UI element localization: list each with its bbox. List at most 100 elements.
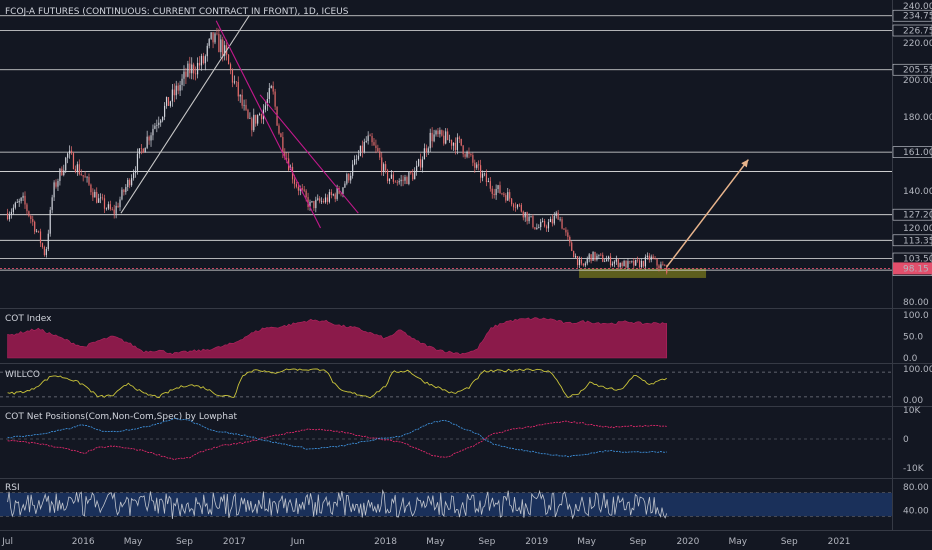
rising-trend-line[interactable]: [120, 14, 250, 214]
price-tick-label: 140.00: [903, 187, 932, 197]
candle: [297, 186, 299, 191]
willco-title: WILLCO: [5, 370, 40, 380]
candle: [344, 183, 346, 188]
candle: [235, 81, 237, 83]
candle: [462, 145, 464, 155]
candle: [140, 148, 142, 149]
willco-tick-label: 0.00: [903, 396, 923, 406]
candle: [483, 173, 486, 175]
price-pane[interactable]: [0, 14, 892, 278]
candle: [70, 150, 73, 154]
candle: [144, 147, 146, 153]
candle: [578, 259, 581, 266]
candle: [563, 228, 565, 230]
candle: [468, 151, 470, 155]
falling-trend-2-line[interactable]: [259, 94, 359, 214]
candle: [74, 169, 77, 172]
candle: [638, 260, 641, 268]
candle: [334, 194, 336, 199]
candle: [237, 81, 239, 97]
candle: [134, 170, 137, 174]
candle: [511, 198, 513, 205]
candle: [435, 130, 437, 135]
candle: [375, 145, 377, 149]
candle: [542, 220, 544, 222]
candle: [111, 209, 113, 210]
candle: [600, 254, 602, 256]
candle: [400, 179, 402, 182]
net-positions-tick-label: 0: [903, 435, 909, 445]
candle: [330, 192, 332, 196]
price-tick-label: 200.00: [903, 76, 932, 86]
candle: [67, 153, 69, 158]
candle: [394, 181, 396, 183]
candle: [427, 148, 429, 153]
net-positions-title: COT Net Positions(Com,Non-Com,Spec) by L…: [5, 412, 237, 422]
candle: [39, 231, 42, 244]
candle: [565, 229, 567, 233]
cot-net-positions-pane[interactable]: COT Net Positions(Com,Non-Com,Spec) by L…: [0, 412, 892, 461]
candle: [280, 133, 282, 138]
rsi-line: [7, 489, 668, 520]
candle: [196, 62, 199, 75]
candle: [28, 211, 30, 216]
candle: [509, 192, 511, 199]
candle: [512, 204, 515, 208]
candle: [204, 56, 206, 64]
candle: [456, 137, 458, 151]
candle: [530, 215, 532, 217]
candle: [582, 263, 584, 266]
level-label: 226.75: [903, 27, 932, 37]
candle: [538, 227, 540, 228]
candle: [557, 212, 559, 220]
candle: [516, 204, 519, 208]
rsi-pane[interactable]: RSI: [0, 483, 892, 520]
candle: [352, 164, 354, 176]
candle: [332, 194, 334, 196]
candle: [501, 193, 503, 194]
projection-arrow[interactable]: [666, 159, 749, 268]
candle: [105, 208, 108, 210]
falling-trend-1-line[interactable]: [215, 20, 322, 229]
candle: [503, 193, 505, 196]
candle: [92, 192, 94, 198]
time-axis[interactable]: Jul 2016 May Sep 2017 Jun 2018 May Sep 2019 May Sep…: [1, 537, 850, 547]
candle: [65, 157, 67, 171]
candle: [423, 148, 425, 160]
candle: [136, 153, 139, 171]
cot-index-pane[interactable]: COT Index: [5, 314, 668, 359]
candle: [328, 192, 330, 202]
candle: [491, 188, 493, 194]
candle: [47, 233, 49, 250]
candle: [340, 193, 342, 195]
candle: [241, 94, 243, 106]
candle: [16, 202, 18, 203]
willco-pane[interactable]: WILLCO: [0, 368, 892, 399]
candle: [363, 141, 365, 153]
candle: [640, 260, 643, 268]
candle: [165, 97, 168, 106]
price-axis[interactable]: 80.00100.00120.00140.00160.00180.00200.0…: [892, 2, 932, 516]
level-label-box: [892, 24, 932, 37]
candle: [573, 250, 575, 258]
candle: [36, 230, 38, 232]
candle: [90, 184, 92, 193]
candle: [220, 39, 222, 53]
candle: [117, 205, 119, 208]
candle: [324, 197, 327, 203]
candle: [24, 195, 26, 205]
candle: [206, 45, 208, 57]
net-position-series-1: [7, 417, 667, 458]
candle: [109, 204, 111, 210]
candle: [489, 181, 491, 189]
rsi-tick-label: 40.00: [903, 506, 929, 516]
candle: [644, 256, 647, 267]
candle: [43, 247, 45, 256]
candle: [173, 89, 175, 96]
candle: [416, 165, 418, 172]
candle: [520, 204, 522, 212]
last-price-box: [893, 262, 932, 275]
candle: [278, 125, 280, 134]
level-label: 205.55: [903, 66, 932, 76]
